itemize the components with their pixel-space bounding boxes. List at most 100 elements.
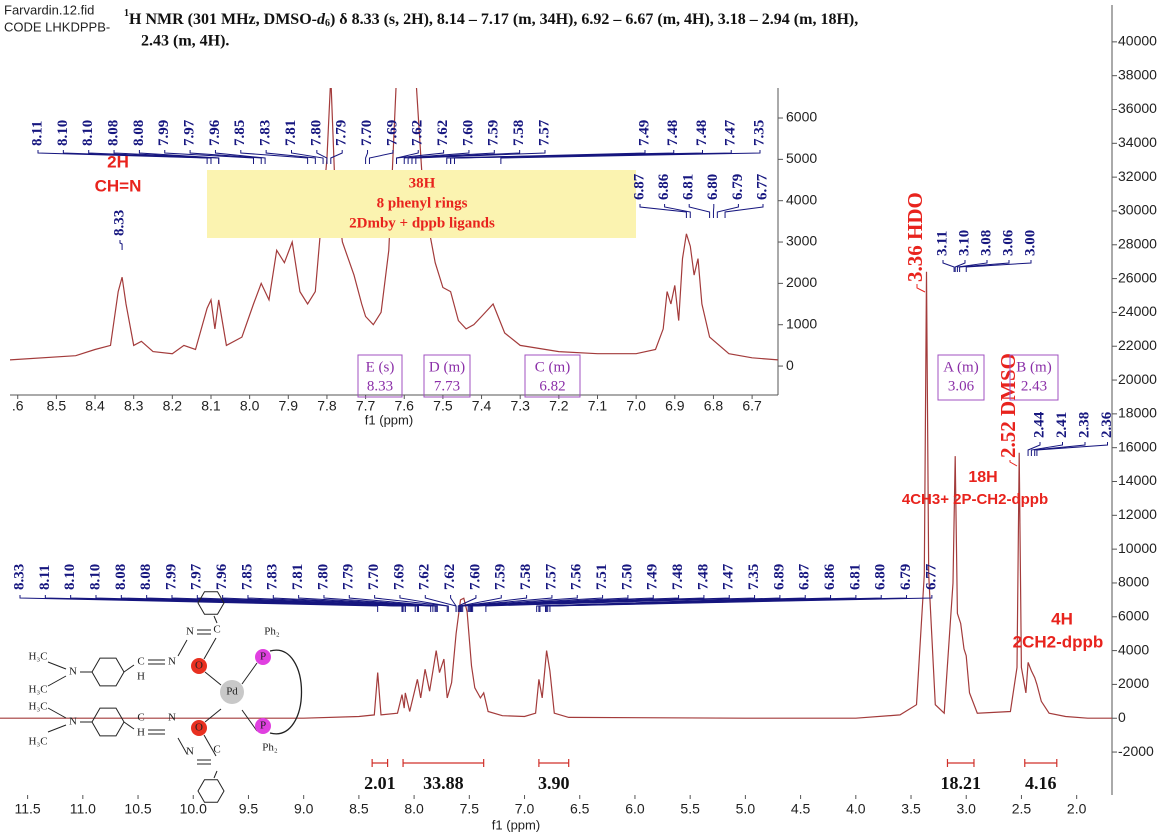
peak-label: 7.69 <box>384 120 400 146</box>
peak-label: 7.50 <box>619 564 635 590</box>
header-part: H NMR (301 MHz, DMSO- <box>129 11 317 28</box>
peak-connector <box>956 260 988 272</box>
spectrum-line <box>0 271 1112 719</box>
x-tick-label: 5.0 <box>736 801 756 817</box>
multiplet-name: E (s) <box>366 359 395 375</box>
peak-connector <box>214 150 266 164</box>
peak-label: 8.10 <box>80 120 96 146</box>
x-tick-label: 4.0 <box>846 801 866 817</box>
bond <box>47 661 67 670</box>
peak-label: 7.69 <box>391 564 407 590</box>
bond <box>47 724 67 733</box>
peak-label: 8.11 <box>29 121 45 146</box>
x-tick-label: 10.0 <box>180 801 207 817</box>
peak-label: 7.57 <box>536 119 552 146</box>
atom-marker <box>191 658 207 674</box>
peak-label: 6.80 <box>873 564 889 590</box>
y-tick-label: 14000 <box>1118 472 1157 488</box>
peak-label: 7.97 <box>189 563 205 590</box>
peak-label: 7.70 <box>366 564 382 590</box>
peak-connector <box>415 150 546 164</box>
x-tick-label: 6.5 <box>570 801 590 817</box>
peak-connector <box>688 204 711 218</box>
atom-label: P <box>260 720 266 732</box>
atom-label: H₃C <box>28 736 47 748</box>
integral-bracket <box>1024 759 1058 767</box>
integral-bracket <box>946 759 975 767</box>
y-tick-label: 10000 <box>1118 540 1157 556</box>
bond <box>241 662 258 685</box>
phenyl-ring <box>197 779 225 803</box>
peak-label: 8.33 <box>11 564 27 590</box>
y-tick-label: 32000 <box>1118 168 1157 184</box>
y-tick-label: 20000 <box>1118 371 1157 387</box>
annotation: 8 phenyl rings <box>377 195 468 211</box>
x-tick-label: 7.9 <box>279 398 299 414</box>
x-tick-label: 8.1 <box>201 398 221 414</box>
peak-label: 7.62 <box>435 120 451 146</box>
peak-connector <box>1027 442 1041 456</box>
x-tick-label: 7.0 <box>626 398 646 414</box>
peak-label: 7.70 <box>359 120 375 146</box>
peak-label: 6.87 <box>631 173 647 200</box>
peak-label: 7.35 <box>746 564 762 590</box>
y-tick-label: -2000 <box>1118 743 1154 759</box>
peak-connector <box>469 595 654 612</box>
peak-label: 7.62 <box>442 564 458 590</box>
x-tick-label: 6.8 <box>704 398 724 414</box>
peak-label: 2.41 <box>1054 412 1070 438</box>
integral-bracket <box>402 759 485 767</box>
x-tick-label: 8.3 <box>124 398 144 414</box>
x-tick-label: 7.5 <box>460 801 480 817</box>
bond <box>47 707 67 719</box>
peak-label: 8.33 <box>111 210 127 236</box>
annotation-connector <box>916 284 926 293</box>
x-tick-label: 7.3 <box>510 398 530 414</box>
peak-label: 6.89 <box>771 564 787 590</box>
x-tick-label: 11.5 <box>14 801 40 817</box>
peak-connector <box>459 595 528 612</box>
atom-label: C <box>137 656 144 668</box>
peak-label: 7.58 <box>518 564 534 590</box>
peak-connector <box>368 150 394 164</box>
peak-connector <box>330 150 343 164</box>
y-tick-label: 28000 <box>1118 235 1157 251</box>
peak-label: 7.47 <box>723 119 739 146</box>
peak-label: 7.81 <box>283 120 299 146</box>
peak-label: 6.86 <box>656 173 672 200</box>
peak-connector <box>1036 442 1108 456</box>
peak-connector <box>374 595 448 612</box>
bond <box>177 639 188 657</box>
multiplet-shift: 3.06 <box>948 378 975 394</box>
peak-label: 7.58 <box>511 120 527 146</box>
x-tick-label: 7.2 <box>549 398 569 414</box>
peak-label: 6.77 <box>923 563 939 590</box>
header-part: ) δ 8.33 (s, 2H), 8.14 – 7.17 (m, 34H), … <box>330 11 858 28</box>
peak-label: 7.51 <box>594 564 610 590</box>
peak-connector <box>196 595 418 612</box>
annotation: 2H <box>107 152 129 171</box>
peak-label: 7.80 <box>315 564 331 590</box>
y-tick-label: 3000 <box>786 233 817 249</box>
atom-label: N <box>168 656 176 668</box>
peak-connector <box>959 260 1010 272</box>
peak-label: 6.87 <box>797 563 813 590</box>
y-tick-label: 12000 <box>1118 506 1157 522</box>
peak-label: 7.60 <box>467 564 483 590</box>
peak-label: 8.11 <box>37 565 53 590</box>
peak-label: 7.49 <box>636 120 652 146</box>
header-solvent: d <box>317 11 326 28</box>
peak-label: 7.60 <box>460 120 476 146</box>
bond <box>241 709 258 732</box>
peak-connector <box>247 595 432 612</box>
nmr-header-line2: 2.43 (m, 4H). <box>141 33 229 50</box>
x-tick-label: 8.0 <box>404 801 424 817</box>
multiplet-box <box>423 354 471 398</box>
y-tick-label: 26000 <box>1118 269 1157 285</box>
integral-bracket <box>538 759 570 767</box>
atom-label: Pd <box>226 686 238 698</box>
x-tick-label: 9.0 <box>294 801 314 817</box>
multiplet-shift: 7.73 <box>434 378 460 394</box>
peak-label: 7.59 <box>486 120 502 146</box>
peak-connector <box>457 595 477 612</box>
